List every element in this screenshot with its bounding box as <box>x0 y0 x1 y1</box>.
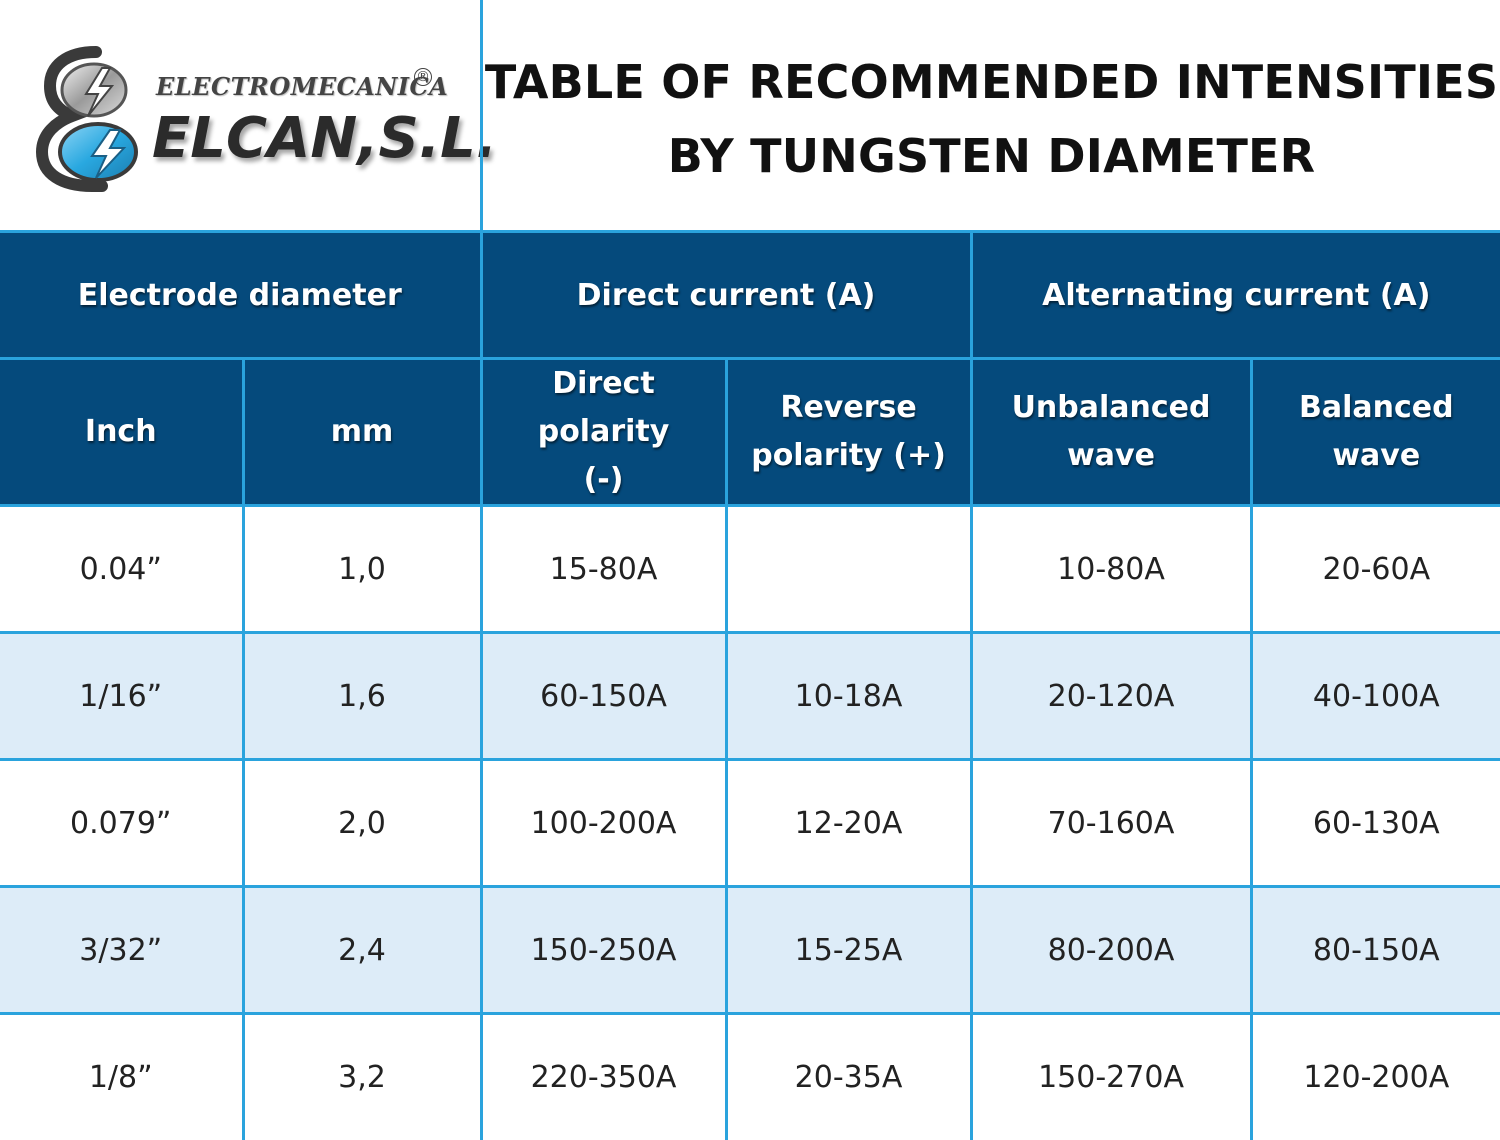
logo-tagline: ELECTROMECANICA <box>156 72 448 101</box>
header-balanced-wave-line-2: wave <box>1253 432 1500 480</box>
intensity-table: Electrode diameter Direct current (A) Al… <box>0 230 1500 1140</box>
header-unbalanced-wave-line-1: Unbalanced <box>973 384 1250 432</box>
cell-mm: 1,6 <box>243 633 481 760</box>
cell-balanced-wave: 60-130A <box>1251 760 1500 887</box>
cell-inch: 3/32” <box>0 887 243 1014</box>
title-block: TABLE OF RECOMMENDED INTENSITIES BY TUNG… <box>483 0 1500 230</box>
group-header-row: Electrode diameter Direct current (A) Al… <box>0 232 1500 359</box>
cell-direct-polarity: 60-150A <box>481 633 726 760</box>
header-unbalanced-wave-line-2: wave <box>973 432 1250 480</box>
cell-unbalanced-wave: 20-120A <box>971 633 1251 760</box>
logo-company-name: ELCAN,S.L. <box>152 106 497 171</box>
header-reverse-polarity-line-1: Reverse <box>728 384 970 432</box>
cell-mm: 2,0 <box>243 760 481 887</box>
cell-inch: 1/16” <box>0 633 243 760</box>
table-row: 0.079” 2,0 100-200A 12-20A 70-160A 60-13… <box>0 760 1500 887</box>
cell-direct-polarity: 220-350A <box>481 1014 726 1140</box>
header-reverse-polarity-line-2: polarity (+) <box>728 432 970 480</box>
page-title-line-1: TABLE OF RECOMMENDED INTENSITIES <box>485 45 1498 119</box>
header-electrode-diameter: Electrode diameter <box>0 232 481 359</box>
cell-unbalanced-wave: 70-160A <box>971 760 1251 887</box>
cell-reverse-polarity: 10-18A <box>726 633 971 760</box>
header-balanced-wave: Balanced wave <box>1251 359 1500 506</box>
cell-balanced-wave: 20-60A <box>1251 506 1500 633</box>
cell-reverse-polarity <box>726 506 971 633</box>
cell-unbalanced-wave: 10-80A <box>971 506 1251 633</box>
table-row: 1/8” 3,2 220-350A 20-35A 150-270A 120-20… <box>0 1014 1500 1140</box>
company-logo: ELECTROMECANICA ® ELCAN,S.L. <box>0 0 480 230</box>
cell-direct-polarity: 150-250A <box>481 887 726 1014</box>
header-reverse-polarity: Reverse polarity (+) <box>726 359 971 506</box>
header-mm-label: mm <box>245 408 480 456</box>
cell-reverse-polarity: 12-20A <box>726 760 971 887</box>
header-inch-label: Inch <box>0 408 242 456</box>
cell-inch: 1/8” <box>0 1014 243 1140</box>
header-unbalanced-wave: Unbalanced wave <box>971 359 1251 506</box>
cell-balanced-wave: 40-100A <box>1251 633 1500 760</box>
table-row: 1/16” 1,6 60-150A 10-18A 20-120A 40-100A <box>0 633 1500 760</box>
cell-direct-polarity: 15-80A <box>481 506 726 633</box>
header-direct-current: Direct current (A) <box>481 232 971 359</box>
cell-direct-polarity: 100-200A <box>481 760 726 887</box>
cell-mm: 3,2 <box>243 1014 481 1140</box>
header-direct-polarity-line-1: Direct polarity <box>483 360 725 456</box>
header-direct-polarity: Direct polarity (-) <box>481 359 726 506</box>
cell-reverse-polarity: 15-25A <box>726 887 971 1014</box>
cell-mm: 1,0 <box>243 506 481 633</box>
cell-inch: 0.079” <box>0 760 243 887</box>
cell-mm: 2,4 <box>243 887 481 1014</box>
page-title-line-2: BY TUNGSTEN DIAMETER <box>668 119 1316 193</box>
registered-mark: ® <box>414 68 432 86</box>
header-alternating-current: Alternating current (A) <box>971 232 1500 359</box>
elcan-logo-icon <box>36 46 148 192</box>
header-balanced-wave-line-1: Balanced <box>1253 384 1500 432</box>
cell-inch: 0.04” <box>0 506 243 633</box>
cell-unbalanced-wave: 80-200A <box>971 887 1251 1014</box>
table-row: 0.04” 1,0 15-80A 10-80A 20-60A <box>0 506 1500 633</box>
cell-balanced-wave: 120-200A <box>1251 1014 1500 1140</box>
table-row: 3/32” 2,4 150-250A 15-25A 80-200A 80-150… <box>0 887 1500 1014</box>
cell-unbalanced-wave: 150-270A <box>971 1014 1251 1140</box>
sub-header-row: Inch mm Direct polarity (-) Reverse pola… <box>0 359 1500 506</box>
header-inch: Inch <box>0 359 243 506</box>
header-direct-polarity-line-2: (-) <box>483 456 725 504</box>
cell-balanced-wave: 80-150A <box>1251 887 1500 1014</box>
cell-reverse-polarity: 20-35A <box>726 1014 971 1140</box>
header-mm: mm <box>243 359 481 506</box>
